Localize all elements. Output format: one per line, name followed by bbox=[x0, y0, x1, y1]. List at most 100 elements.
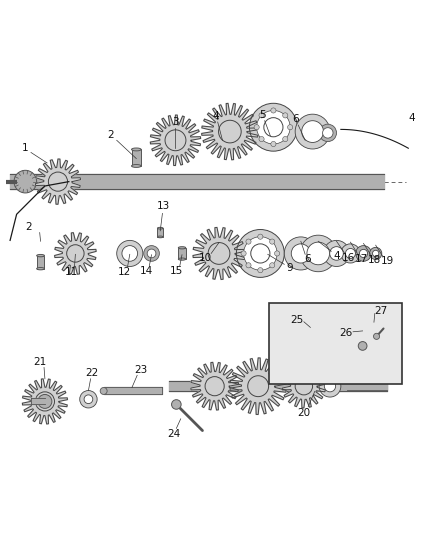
Circle shape bbox=[67, 245, 84, 262]
Polygon shape bbox=[55, 232, 96, 274]
Bar bbox=[131, 149, 141, 166]
Text: 22: 22 bbox=[85, 368, 99, 378]
Ellipse shape bbox=[131, 165, 141, 167]
Circle shape bbox=[323, 240, 350, 266]
Circle shape bbox=[172, 400, 181, 409]
Circle shape bbox=[284, 237, 318, 270]
Circle shape bbox=[295, 377, 313, 395]
Circle shape bbox=[283, 113, 288, 118]
Circle shape bbox=[270, 239, 275, 244]
Circle shape bbox=[322, 128, 333, 138]
Text: 6: 6 bbox=[304, 254, 311, 264]
Circle shape bbox=[295, 114, 330, 149]
Circle shape bbox=[165, 130, 186, 151]
Circle shape bbox=[254, 125, 259, 130]
Circle shape bbox=[288, 125, 293, 130]
Bar bbox=[269, 303, 402, 384]
Circle shape bbox=[271, 141, 276, 147]
Text: 13: 13 bbox=[157, 201, 170, 212]
Text: 6: 6 bbox=[292, 115, 299, 124]
Text: 4: 4 bbox=[408, 112, 415, 123]
Bar bbox=[37, 256, 45, 269]
Ellipse shape bbox=[37, 268, 45, 270]
Circle shape bbox=[250, 103, 297, 151]
Circle shape bbox=[237, 230, 284, 277]
Text: 19: 19 bbox=[381, 256, 395, 266]
Circle shape bbox=[319, 124, 336, 142]
Circle shape bbox=[257, 110, 290, 144]
Circle shape bbox=[341, 244, 360, 263]
Ellipse shape bbox=[100, 387, 107, 394]
Circle shape bbox=[286, 322, 334, 370]
Circle shape bbox=[122, 246, 138, 261]
Circle shape bbox=[270, 263, 275, 268]
Circle shape bbox=[246, 239, 251, 244]
Ellipse shape bbox=[157, 228, 163, 229]
Circle shape bbox=[48, 172, 67, 191]
Text: 24: 24 bbox=[167, 430, 180, 440]
Circle shape bbox=[144, 246, 159, 261]
Text: 3: 3 bbox=[172, 117, 179, 127]
Text: 25: 25 bbox=[290, 314, 303, 325]
Text: 14: 14 bbox=[140, 266, 153, 276]
Circle shape bbox=[248, 376, 268, 397]
Ellipse shape bbox=[131, 148, 141, 151]
Circle shape bbox=[319, 375, 341, 397]
Bar bbox=[157, 228, 163, 237]
Text: 26: 26 bbox=[339, 328, 353, 337]
Text: 1: 1 bbox=[22, 143, 28, 152]
Circle shape bbox=[259, 136, 264, 142]
Text: 2: 2 bbox=[25, 222, 32, 232]
Circle shape bbox=[302, 120, 323, 142]
Circle shape bbox=[244, 237, 277, 270]
Circle shape bbox=[300, 235, 336, 272]
Text: 15: 15 bbox=[170, 266, 184, 276]
Circle shape bbox=[355, 338, 371, 354]
Text: 23: 23 bbox=[134, 365, 147, 375]
Circle shape bbox=[246, 263, 251, 268]
Circle shape bbox=[356, 246, 371, 261]
Ellipse shape bbox=[157, 236, 163, 238]
Ellipse shape bbox=[37, 254, 45, 257]
Circle shape bbox=[84, 395, 93, 403]
Text: 12: 12 bbox=[117, 267, 131, 277]
Circle shape bbox=[251, 244, 270, 263]
Circle shape bbox=[271, 108, 276, 113]
Text: 17: 17 bbox=[355, 254, 368, 264]
Circle shape bbox=[241, 251, 246, 256]
Circle shape bbox=[283, 136, 288, 142]
Polygon shape bbox=[191, 362, 239, 410]
Circle shape bbox=[275, 251, 280, 256]
Text: 4: 4 bbox=[333, 251, 340, 261]
Circle shape bbox=[35, 392, 54, 411]
Polygon shape bbox=[150, 115, 201, 166]
Ellipse shape bbox=[178, 258, 186, 260]
Text: 2: 2 bbox=[107, 130, 113, 140]
Circle shape bbox=[264, 118, 283, 137]
Ellipse shape bbox=[178, 247, 186, 249]
Circle shape bbox=[330, 247, 343, 260]
Circle shape bbox=[346, 248, 355, 259]
Text: 9: 9 bbox=[286, 263, 293, 273]
Polygon shape bbox=[344, 328, 381, 364]
Polygon shape bbox=[201, 103, 258, 160]
Text: 5: 5 bbox=[259, 110, 266, 120]
Text: 10: 10 bbox=[198, 253, 212, 263]
Circle shape bbox=[358, 342, 367, 350]
Circle shape bbox=[258, 268, 263, 273]
Polygon shape bbox=[193, 228, 245, 279]
Circle shape bbox=[258, 234, 263, 239]
Circle shape bbox=[147, 249, 156, 258]
Polygon shape bbox=[230, 358, 286, 415]
Circle shape bbox=[370, 247, 382, 260]
Circle shape bbox=[80, 391, 97, 408]
Circle shape bbox=[117, 240, 143, 266]
Text: 18: 18 bbox=[368, 255, 381, 264]
Text: 21: 21 bbox=[33, 357, 46, 367]
Text: 20: 20 bbox=[297, 408, 311, 418]
Circle shape bbox=[205, 377, 224, 396]
Circle shape bbox=[291, 244, 311, 263]
Circle shape bbox=[374, 333, 380, 340]
Circle shape bbox=[372, 251, 379, 256]
Circle shape bbox=[259, 113, 264, 118]
